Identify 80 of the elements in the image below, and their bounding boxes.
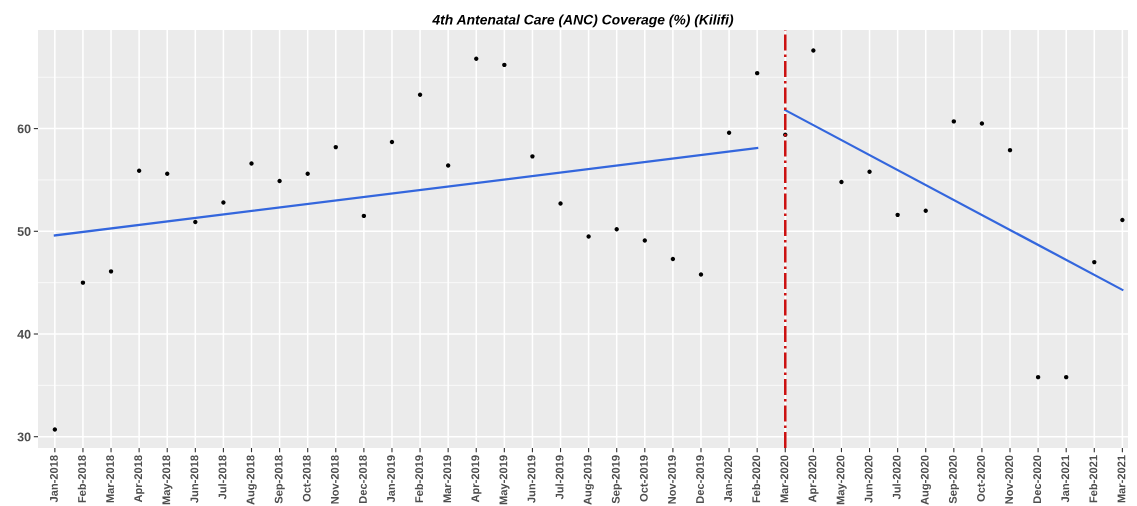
x-tick-label: Oct-2019: [639, 455, 648, 502]
x-tick-label: Mar-2019: [443, 455, 452, 503]
y-tick-label: 50: [17, 227, 31, 236]
point: [52, 427, 58, 432]
y-tick-label: 60: [17, 124, 31, 134]
x-tick-label: Jan-2018: [49, 455, 58, 503]
x-tick-label: Dec-2018: [358, 455, 367, 503]
point: [698, 272, 704, 277]
x-tick-label: Jan-2019: [387, 455, 395, 503]
chart-title: 4th Antenatal Care (ANC) Coverage (%) (Kilifi): [432, 14, 734, 28]
y-tick-label: 40: [17, 329, 31, 339]
x-tick-label: Sep-2019: [611, 455, 622, 504]
x-tick-label: Apr-2020: [808, 455, 819, 503]
point: [867, 169, 872, 174]
point: [951, 119, 957, 124]
point: [389, 139, 395, 145]
x-tick-label: Sep-2020: [948, 455, 959, 504]
point: [642, 238, 647, 243]
x-tick-label: Apr-2018: [134, 455, 145, 503]
x-tick-label: Jul-2018: [218, 455, 227, 500]
point: [726, 130, 732, 135]
x-tick-label: Jul-2019: [555, 455, 564, 500]
point: [361, 213, 367, 219]
x-tick-label: Jun-2019: [527, 455, 536, 503]
point: [979, 121, 985, 126]
point: [445, 163, 451, 168]
x-tick-label: Dec-2020: [1033, 455, 1042, 503]
x-tick-label: May-2019: [499, 455, 510, 505]
point: [221, 200, 226, 205]
x-tick-label: Mar-2018: [106, 455, 115, 503]
point: [1035, 374, 1041, 380]
x-tick-label: Nov-2020: [1005, 455, 1013, 504]
point: [839, 179, 844, 185]
x-tick-label: Sep-2018: [274, 455, 285, 504]
x-tick-label: Apr-2019: [471, 455, 482, 503]
x-tick-label: Feb-2021: [1089, 455, 1098, 503]
x-tick-label: Nov-2018: [330, 455, 339, 504]
x-tick-label: Aug-2019: [583, 455, 594, 505]
x-tick-label: Dec-2019: [696, 455, 704, 503]
x-tick-label: Mar-2020: [780, 455, 789, 503]
point: [754, 70, 760, 76]
x-tick-label: Jun-2018: [190, 455, 199, 503]
x-tick-label: Feb-2018: [77, 455, 86, 503]
point: [108, 269, 114, 274]
point: [165, 171, 170, 176]
x-tick-label: Aug-2018: [246, 455, 257, 505]
point: [305, 171, 310, 176]
point: [1092, 259, 1097, 265]
x-tick-label: Nov-2019: [668, 455, 676, 504]
point: [614, 227, 619, 232]
point: [277, 178, 282, 184]
x-tick-label: Feb-2020: [752, 455, 761, 503]
point: [923, 208, 928, 213]
point: [1007, 147, 1013, 153]
point: [895, 212, 900, 218]
point: [811, 48, 816, 53]
x-tick-label: Oct-2020: [977, 455, 985, 502]
point: [136, 168, 142, 173]
x-tick-label: May-2020: [836, 455, 847, 505]
point: [502, 62, 507, 68]
point: [1064, 374, 1069, 380]
point: [333, 144, 338, 150]
x-tick-label: Oct-2018: [302, 455, 311, 502]
x-tick-label: Aug-2020: [920, 455, 931, 505]
x-tick-label: Jul-2020: [892, 455, 901, 500]
point: [417, 92, 423, 97]
x-tick-label: Feb-2019: [414, 455, 424, 503]
y-tick-label: 30: [17, 432, 31, 442]
point: [193, 219, 198, 225]
point: [80, 280, 86, 285]
x-tick-label: Jun-2020: [864, 455, 873, 503]
point: [474, 56, 479, 61]
point: [586, 234, 591, 239]
x-tick-label: Jan-2021: [1061, 455, 1070, 503]
x-tick-label: Jan-2020: [724, 455, 733, 503]
point: [670, 256, 676, 262]
x-tick-label: May-2018: [162, 455, 173, 505]
x-tick-label: Mar-2021: [1117, 455, 1126, 503]
point: [530, 154, 535, 159]
point: [1120, 217, 1125, 223]
